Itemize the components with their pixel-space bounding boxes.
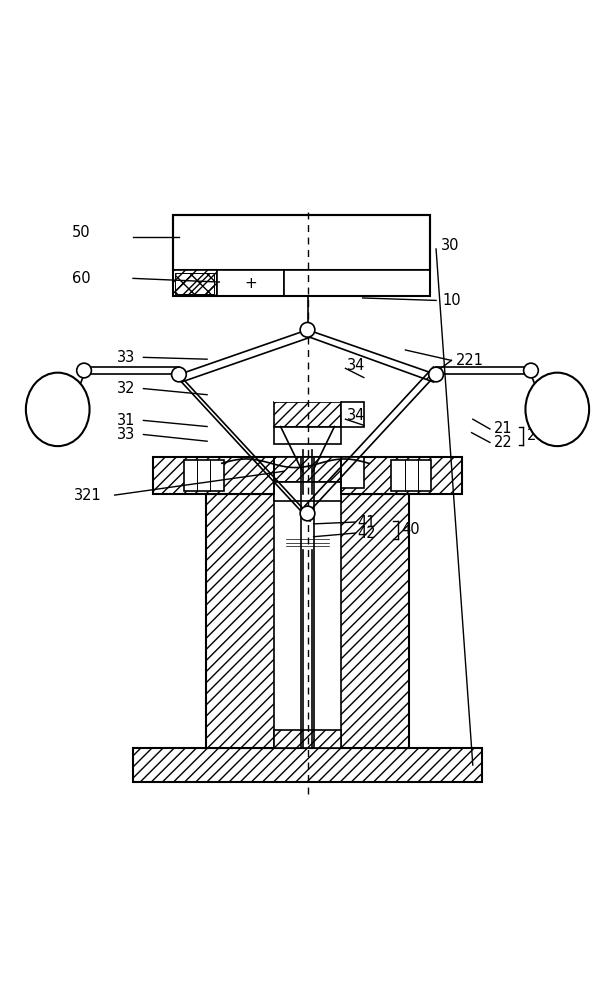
Bar (153, 457, 462, 494)
Circle shape (523, 363, 538, 378)
Bar (274, 482, 341, 501)
Text: 60: 60 (72, 271, 90, 286)
Bar (284, 270, 430, 296)
Bar (286, 536, 329, 550)
Ellipse shape (26, 373, 90, 446)
Text: 42: 42 (358, 526, 376, 541)
Bar (274, 387, 341, 402)
Text: 21: 21 (494, 421, 512, 436)
Circle shape (300, 322, 315, 337)
Text: 40: 40 (402, 522, 421, 537)
Bar (173, 270, 217, 296)
Text: 34: 34 (347, 408, 366, 423)
Bar (173, 215, 430, 270)
Circle shape (429, 367, 443, 382)
Text: 50: 50 (72, 225, 90, 240)
Text: 34: 34 (347, 358, 366, 373)
Text: +: + (244, 276, 257, 291)
Circle shape (77, 363, 92, 378)
Bar (217, 270, 284, 296)
Text: 321: 321 (74, 488, 101, 503)
Ellipse shape (525, 373, 589, 446)
Text: 31: 31 (116, 413, 135, 428)
Text: 30: 30 (441, 238, 459, 253)
Bar (175, 273, 215, 294)
Bar (391, 460, 431, 491)
Bar (274, 457, 341, 494)
Text: 33: 33 (116, 350, 135, 365)
Bar (274, 402, 341, 427)
Text: 32: 32 (116, 381, 135, 396)
Circle shape (300, 506, 315, 521)
Text: 221: 221 (456, 353, 483, 368)
Bar (274, 730, 341, 748)
Bar (274, 494, 341, 748)
Bar (274, 427, 341, 444)
Bar (341, 457, 364, 488)
Bar (341, 402, 364, 427)
Text: 33: 33 (116, 427, 135, 442)
Circle shape (172, 367, 186, 382)
Text: 41: 41 (358, 515, 376, 530)
Bar (274, 457, 341, 482)
Bar (173, 215, 430, 296)
Bar (133, 748, 482, 782)
Bar (184, 460, 224, 491)
Bar (286, 509, 329, 550)
Text: 10: 10 (442, 293, 461, 308)
Bar (207, 494, 408, 748)
Bar (286, 523, 329, 535)
Text: 20: 20 (526, 428, 546, 443)
Text: 22: 22 (494, 435, 512, 450)
